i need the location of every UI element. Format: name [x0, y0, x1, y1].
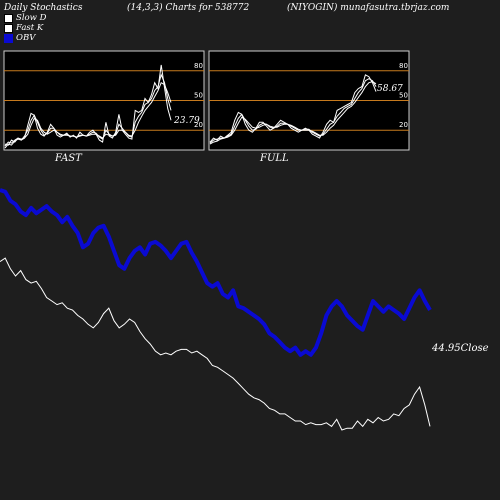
full-level-label-20: 20 [399, 121, 408, 129]
full-stochastic-lines [209, 74, 377, 145]
legend-label-obv: OBV [16, 33, 36, 43]
fast-stochastic-lines [4, 64, 172, 149]
legend-item-slow-d: Slow D [4, 13, 46, 23]
stock-source-title: (NIYOGIN) munafasutra.tbrjaz.com [287, 3, 450, 13]
full-stochastic-panel: 20 50 80 58.67 [208, 50, 410, 151]
chart-parameters-title: (14,3,3) Charts for 538772 [127, 3, 250, 13]
full-level-lines: 20 50 80 [209, 62, 409, 131]
obv-close-chart: 44.95Close [0, 188, 489, 431]
legend-item-obv: OBV [4, 33, 35, 43]
obv-line [0, 188, 432, 357]
close-price-line [0, 257, 431, 431]
fast-panel-title: FAST [55, 153, 82, 164]
close-last-value-label: 44.95Close [431, 343, 489, 354]
fast-level-label-50: 50 [194, 92, 203, 100]
full-stochastic-line-2 [209, 78, 377, 144]
fast-k-swatch-icon [4, 23, 13, 33]
chart-type-title: Daily Stochastics [4, 3, 83, 13]
fast-level-label-80: 80 [194, 62, 203, 70]
full-level-label-80: 80 [399, 62, 408, 70]
fast-stochastic-panel: 20 50 80 23.79 [3, 50, 205, 151]
obv-swatch-icon [4, 33, 13, 43]
fast-stochastic-line-3 [4, 81, 172, 149]
legend-label-fast-k: Fast K [16, 23, 44, 33]
fast-stochastic-line-1 [4, 64, 172, 146]
full-level-label-50: 50 [399, 92, 408, 100]
full-stochastic-line-1 [209, 74, 377, 143]
full-panel-title: FULL [260, 153, 289, 164]
fast-level-label-20: 20 [194, 121, 203, 129]
legend-item-fast-k: Fast K [4, 23, 43, 33]
full-stochastic-line-3 [209, 81, 377, 145]
fast-last-value-label: 23.79 [173, 116, 200, 126]
slow-d-swatch-icon [4, 13, 13, 23]
legend-label-slow-d: Slow D [16, 13, 47, 23]
full-last-value-label: 58.67 [377, 84, 403, 94]
